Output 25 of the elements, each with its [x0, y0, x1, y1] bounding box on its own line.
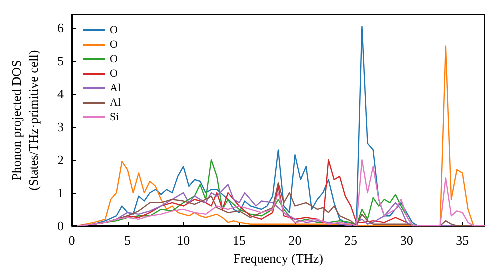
x-tick-label: 30 [400, 233, 414, 248]
y-axis-title: Phonon projected DOS (States/THz·primitive cell) [9, 50, 41, 191]
legend-label: O [110, 24, 118, 36]
legend-label: Al [110, 97, 121, 109]
y-tick-label: 2 [58, 152, 64, 168]
line-series [76, 159, 486, 227]
legend-label: O [110, 54, 118, 66]
x-tick-label: 0 [68, 233, 76, 248]
legend-label: O [110, 68, 118, 80]
y-tick-label: 3 [58, 120, 64, 135]
x-tick-label: 5 [124, 233, 132, 248]
x-tick-label: 25 [344, 233, 358, 248]
y-tick-label: 5 [58, 54, 64, 69]
x-tick-label: 10 [177, 233, 190, 248]
y-tick-label: 6 [58, 20, 64, 36]
y-tick-label: 1 [58, 186, 64, 201]
legend-label: O [110, 39, 118, 51]
x-axis-title: Frequency (THz) [234, 250, 324, 266]
x-tick-label: 20 [288, 233, 302, 248]
x-tick-label: 35 [456, 233, 470, 248]
legend-label: Al [110, 82, 121, 94]
y-tick-label: 0 [58, 218, 64, 234]
y-tick-label: 4 [58, 86, 64, 102]
x-tick-label: 15 [232, 233, 246, 248]
legend-label: Si [110, 112, 120, 124]
